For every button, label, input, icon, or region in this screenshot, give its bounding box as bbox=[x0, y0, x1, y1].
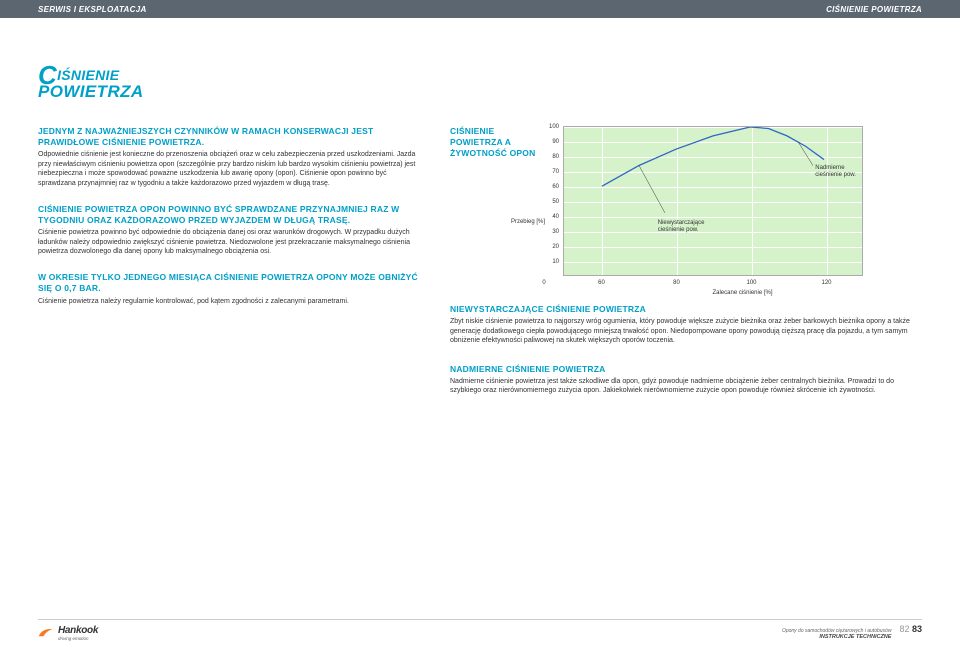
page-num-right: 83 bbox=[912, 624, 922, 634]
page-title: CIŚNIENIE POWIETRZA bbox=[38, 66, 922, 102]
chart-yaxis-label: Przebieg [%] bbox=[450, 219, 545, 226]
chart-ytick: 90 bbox=[552, 139, 559, 145]
chart-xtick: 0 bbox=[542, 280, 545, 286]
page-footer: Hankook driving emotion Opony do samocho… bbox=[38, 619, 922, 641]
chart-ytick: 100 bbox=[549, 124, 559, 130]
page-header: SERWIS I EKSPLOATACJA CIŚNIENIE POWIETRZ… bbox=[0, 0, 960, 18]
wing-icon bbox=[38, 628, 54, 638]
chart-ytick: 40 bbox=[552, 214, 559, 220]
right-sec1-para: Zbyt niskie ciśnienie powietrza to najgo… bbox=[450, 317, 922, 345]
left-sec1-para: Odpowiednie ciśnienie jest konieczne do … bbox=[38, 150, 424, 188]
chart-ytick: 30 bbox=[552, 229, 559, 235]
header-left: SERWIS I EKSPLOATACJA bbox=[38, 5, 147, 14]
chart-ytick: 20 bbox=[552, 244, 559, 250]
title-line2: POWIETRZA bbox=[38, 82, 922, 102]
chart-ytick: 50 bbox=[552, 199, 559, 205]
brand-logo: Hankook driving emotion bbox=[38, 625, 98, 641]
chart-xaxis-label: Zalecane ciśnienie [%] bbox=[563, 290, 922, 296]
brand-name: Hankook bbox=[58, 625, 98, 636]
header-right: CIŚNIENIE POWIETRZA bbox=[826, 5, 922, 14]
footer-meta: Opony do samochodów ciężarowych i autobu… bbox=[782, 628, 892, 641]
page-number: 82 83 bbox=[899, 624, 922, 634]
chart-xtick: 120 bbox=[821, 280, 831, 286]
right-sec1-heading: NIEWYSTARCZAJĄCE CIŚNIENIE POWIETRZA bbox=[450, 304, 922, 315]
left-sec2-heading: CIŚNIENIE POWIETRZA OPON POWINNO BYĆ SPR… bbox=[38, 204, 424, 226]
chart-xtick: 80 bbox=[673, 280, 680, 286]
chart: 10203040506070809010006080100120Niewysta… bbox=[563, 126, 922, 276]
left-sec3-heading: W OKRESIE TYLKO JEDNEGO MIESIĄCA CIŚNIEN… bbox=[38, 272, 424, 294]
chart-ytick: 10 bbox=[552, 259, 559, 265]
chart-ytick: 70 bbox=[552, 169, 559, 175]
chart-xtick: 100 bbox=[746, 280, 756, 286]
left-sec2-para: Ciśnienie powietrza powinno być odpowied… bbox=[38, 228, 424, 256]
right-sec2-para: Nadmierne ciśnienie powietrza jest także… bbox=[450, 377, 922, 396]
chart-xtick: 60 bbox=[598, 280, 605, 286]
title-line1-rest: IŚNIENIE bbox=[57, 67, 119, 83]
chart-ytick: 60 bbox=[552, 184, 559, 190]
chart-title: CIŚNIENIE POWIETRZA A ŻYWOTNOŚĆ OPON bbox=[450, 126, 545, 159]
brand-tagline: driving emotion bbox=[58, 636, 98, 641]
left-sec1-heading: JEDNYM Z NAJWAŻNIEJSZYCH CZYNNIKÓW W RAM… bbox=[38, 126, 424, 148]
left-sec3-para: Ciśnienie powietrza należy regularnie ko… bbox=[38, 297, 424, 306]
page-num-left: 82 bbox=[899, 624, 909, 634]
footer-meta-line2: INSTRUKCJE TECHNICZNE bbox=[782, 634, 892, 641]
right-sec2-heading: NADMIERNE CIŚNIENIE POWIETRZA bbox=[450, 364, 922, 375]
chart-ytick: 80 bbox=[552, 154, 559, 160]
page-body: CIŚNIENIE POWIETRZA JEDNYM Z NAJWAŻNIEJS… bbox=[0, 18, 960, 413]
